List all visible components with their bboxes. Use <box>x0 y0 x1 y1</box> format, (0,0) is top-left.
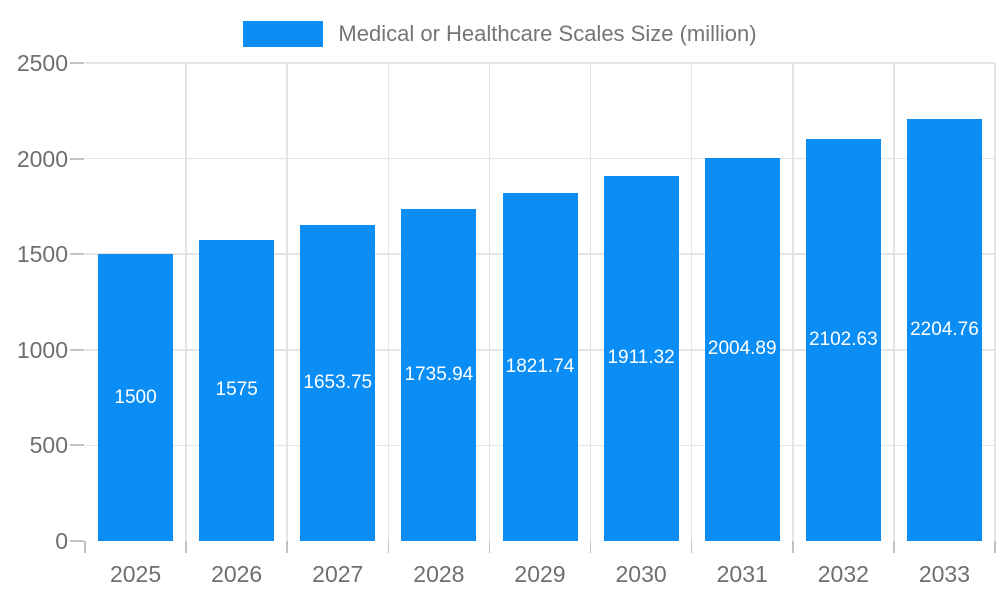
bar-2029[interactable] <box>502 192 578 541</box>
y-tick-mark <box>70 540 84 542</box>
x-tick-label: 2029 <box>514 561 566 587</box>
bar-value-label: 2102.63 <box>808 328 878 350</box>
legend-swatch[interactable] <box>243 21 324 47</box>
x-tick-mark <box>286 541 288 553</box>
bar-value-label: 1500 <box>114 386 157 408</box>
x-tick-mark <box>893 541 895 553</box>
x-tick-label: 2027 <box>312 561 364 587</box>
y-tick-label: 500 <box>29 432 68 459</box>
bar-2032[interactable] <box>805 138 881 541</box>
x-tick-mark <box>84 541 86 553</box>
bar-2033[interactable] <box>906 119 982 541</box>
x-tick-label: 2030 <box>615 561 667 587</box>
bar-2025[interactable] <box>98 254 174 541</box>
chart-legend: Medical or Healthcare Scales Size (milli… <box>0 18 1000 50</box>
y-tick-label: 2000 <box>16 145 68 172</box>
h-gridline <box>85 62 995 64</box>
v-gridline <box>994 63 996 541</box>
v-gridline <box>488 63 491 541</box>
bar-2028[interactable] <box>401 209 477 541</box>
bar-value-label: 1653.75 <box>303 371 373 393</box>
x-tick-mark <box>185 541 187 553</box>
bar-2027[interactable] <box>300 224 376 541</box>
bar-value-label: 1911.32 <box>607 347 675 369</box>
v-gridline <box>185 63 187 541</box>
x-tick-label: 2032 <box>817 561 869 587</box>
bar-value-label: 2204.76 <box>910 319 979 341</box>
bar-value-label: 2004.89 <box>707 338 777 360</box>
bar-2030[interactable] <box>603 175 679 541</box>
y-tick-mark <box>70 253 84 256</box>
bar-value-label: 1821.74 <box>505 355 575 377</box>
x-tick-label: 2026 <box>211 561 263 587</box>
y-tick-mark <box>70 444 84 447</box>
y-tick-label: 1000 <box>16 336 68 363</box>
x-tick-label: 2033 <box>918 561 971 587</box>
v-gridline <box>893 63 895 541</box>
v-gridline <box>286 63 288 541</box>
bar-value-label: 1735.94 <box>404 364 474 386</box>
bar-2031[interactable] <box>704 157 780 541</box>
v-gridline <box>792 63 794 541</box>
bar-2026[interactable] <box>199 239 275 541</box>
y-tick-mark <box>70 348 84 351</box>
x-tick-mark <box>994 541 996 553</box>
y-axis-line <box>84 63 86 541</box>
y-tick-mark <box>70 157 84 160</box>
x-tick-mark <box>589 541 592 553</box>
y-tick-label: 0 <box>55 528 68 554</box>
v-gridline <box>690 63 693 541</box>
x-axis-line <box>84 541 995 543</box>
plot-area: 0 500 1000 1500 2000 2500 1500 2025 1575 2026 1653… <box>17 50 996 587</box>
y-tick-label: 1500 <box>16 241 68 268</box>
x-tick-mark <box>387 541 390 553</box>
x-tick-mark <box>488 541 491 553</box>
y-tick-label: 2500 <box>16 50 68 76</box>
x-tick-label: 2028 <box>413 561 465 587</box>
x-tick-mark <box>690 541 693 553</box>
h-gridline <box>85 157 995 160</box>
x-tick-label: 2031 <box>716 561 768 587</box>
v-gridline <box>589 63 592 541</box>
y-tick-mark <box>70 62 84 64</box>
v-gridline <box>387 63 390 541</box>
x-tick-mark <box>792 541 794 553</box>
bar-value-label: 1575 <box>215 379 258 401</box>
x-tick-label: 2025 <box>109 561 162 587</box>
legend-label[interactable]: Medical or Healthcare Scales Size (milli… <box>338 21 757 46</box>
